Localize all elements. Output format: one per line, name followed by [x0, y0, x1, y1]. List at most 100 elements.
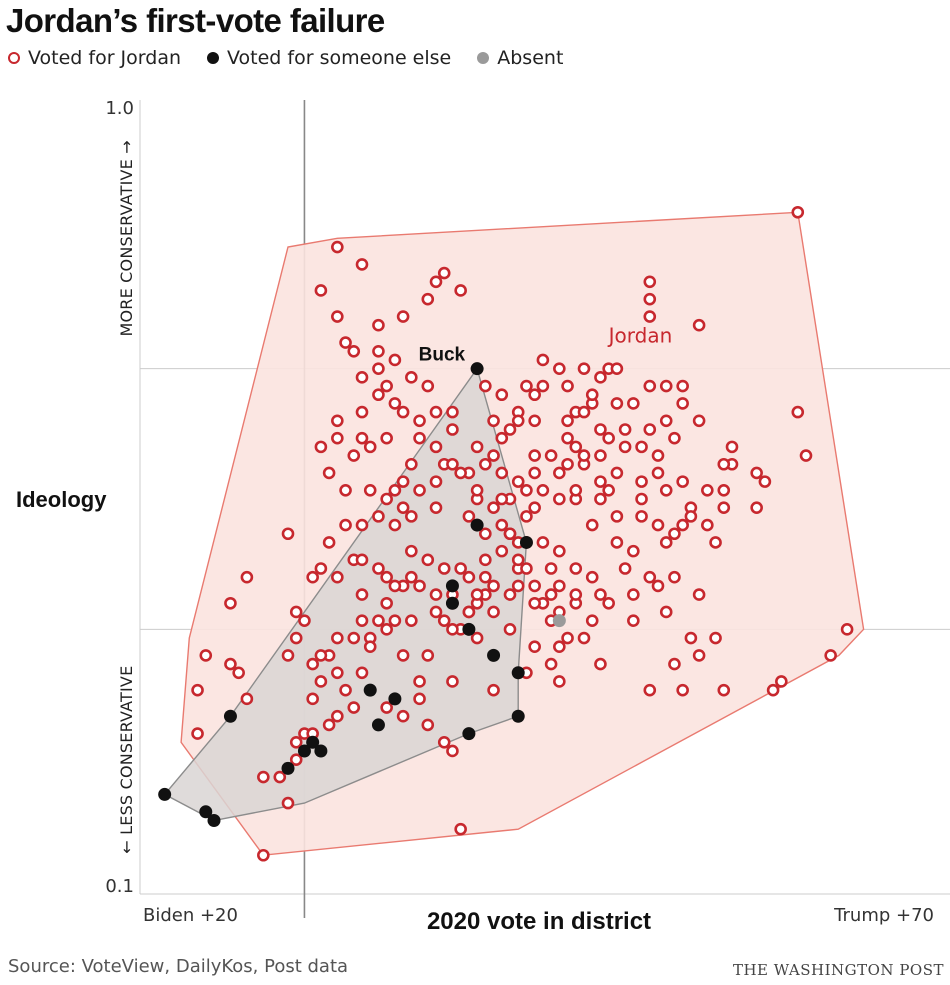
jordan-vote-point — [240, 692, 254, 706]
jordan-vote-point — [528, 640, 541, 654]
jordan-vote-point — [306, 570, 319, 584]
jordan-vote-point — [553, 579, 566, 593]
jordan-vote-point — [701, 484, 714, 497]
jordan-vote-point — [544, 588, 558, 601]
jordan-vote-point — [339, 336, 352, 349]
other-vote-point — [363, 683, 377, 697]
jordan-vote-point — [676, 475, 689, 488]
jordan-vote-point — [372, 388, 385, 402]
y-direction-up-label: MORE CONSERVATIVE → — [117, 140, 136, 336]
jordan-vote-point — [610, 510, 624, 523]
y-tick-label-bottom: 0.1 — [105, 876, 134, 897]
jordan-vote-point — [479, 379, 492, 393]
jordan-vote-point — [610, 536, 624, 549]
jordan-vote-point — [635, 510, 648, 523]
jordan-vote-point — [528, 579, 541, 593]
jordan-vote-point — [446, 623, 459, 636]
jordan-vote-point — [355, 405, 369, 419]
jordan-vote-point — [479, 527, 492, 541]
jordan-vote-point — [224, 657, 237, 671]
legend-item-absent: Absent — [477, 47, 563, 69]
jordan-vote-point — [487, 683, 500, 697]
jordan-vote-point — [528, 596, 541, 610]
jordan-vote-point — [602, 596, 615, 610]
jordan-vote-point — [421, 649, 435, 662]
jordan-vote-point — [692, 649, 706, 662]
jordan-vote-point — [429, 501, 443, 514]
jordan-vote-point — [331, 666, 344, 680]
jordan-vote-point — [479, 553, 492, 567]
jordan-vote-point — [388, 579, 402, 593]
jordan-vote-point — [511, 579, 525, 593]
jordan-vote-point — [429, 588, 443, 601]
jordan-vote-point — [684, 631, 698, 645]
jordan-vote-point — [257, 848, 270, 862]
jordan-vote-point — [602, 431, 615, 445]
jordan-vote-point — [405, 371, 418, 384]
jordan-vote-point — [446, 423, 459, 436]
jordan-vote-point — [651, 579, 665, 593]
jordan-vote-point — [331, 431, 344, 445]
jordan-vote-point — [528, 501, 541, 514]
jordan-vote-point — [446, 405, 459, 419]
jordan-vote-point — [281, 527, 295, 541]
jordan-vote-point — [692, 318, 706, 332]
jordan-vote-point — [520, 379, 533, 393]
jordan-vote-point — [659, 414, 673, 428]
jordan-vote-point — [520, 510, 533, 523]
jordan-vote-point — [799, 449, 813, 462]
jordan-vote-point — [437, 562, 451, 575]
jordan-vote-point — [643, 683, 657, 697]
jordan-vote-point — [380, 623, 393, 636]
jordan-vote-point — [281, 649, 295, 662]
jordan-vote-point — [487, 579, 500, 593]
jordan-vote-point — [536, 353, 550, 367]
jordan-vote-point — [495, 492, 509, 506]
jordan-vote-point — [577, 405, 591, 419]
jordan-vote-point — [643, 292, 657, 306]
jordan-vote-point — [437, 735, 451, 749]
other-vote-point — [371, 718, 385, 732]
jordan-vote-point — [429, 405, 443, 419]
jordan-vote-point — [347, 631, 361, 645]
jordan-vote-point — [396, 501, 410, 514]
jordan-vote-point — [454, 822, 467, 836]
legend: Voted for Jordan Voted for someone else … — [8, 47, 589, 69]
jordan-vote-point — [257, 770, 270, 784]
jordan-vote-point — [495, 466, 509, 480]
other-vote-point — [297, 744, 311, 758]
jordan-vote-point — [569, 440, 583, 454]
other-vote-point — [487, 648, 501, 662]
jordan-vote-point — [396, 475, 410, 488]
jordan-vote-point — [314, 440, 328, 454]
jordan-vote-point — [668, 570, 681, 584]
jordan-vote-point — [585, 388, 599, 402]
jordan-vote-point — [495, 431, 509, 445]
jordan-vote-point — [503, 588, 517, 601]
jordan-vote-point — [380, 379, 393, 393]
jordan-vote-point — [289, 735, 303, 749]
other-vote-point — [519, 535, 533, 549]
jordan-vote-point — [643, 310, 657, 323]
jordan-vote-point — [372, 562, 385, 575]
jordan-vote-point — [314, 562, 328, 575]
publisher-credit: THE WASHINGTON POST — [732, 961, 944, 979]
jordan-vote-point — [421, 553, 435, 567]
jordan-vote-point — [553, 492, 566, 506]
jordan-vote-point — [651, 449, 665, 462]
jordan-vote-point — [709, 536, 722, 549]
legend-item-jordan: Voted for Jordan — [8, 47, 181, 69]
jordan-vote-point — [618, 423, 632, 436]
jordan-vote-point — [347, 449, 361, 462]
jordan-vote-point — [322, 536, 336, 549]
jordan-vote-point — [569, 484, 583, 497]
jordan-vote-point — [289, 605, 303, 619]
annotation-buck: Buck — [419, 345, 466, 366]
other-vote-point — [223, 709, 237, 723]
other-vote-point — [388, 692, 402, 706]
jordan-vote-point — [487, 414, 500, 428]
jordan-vote-point — [717, 683, 731, 697]
jordan-vote-point — [355, 666, 369, 680]
jordan-vote-point — [528, 414, 541, 428]
